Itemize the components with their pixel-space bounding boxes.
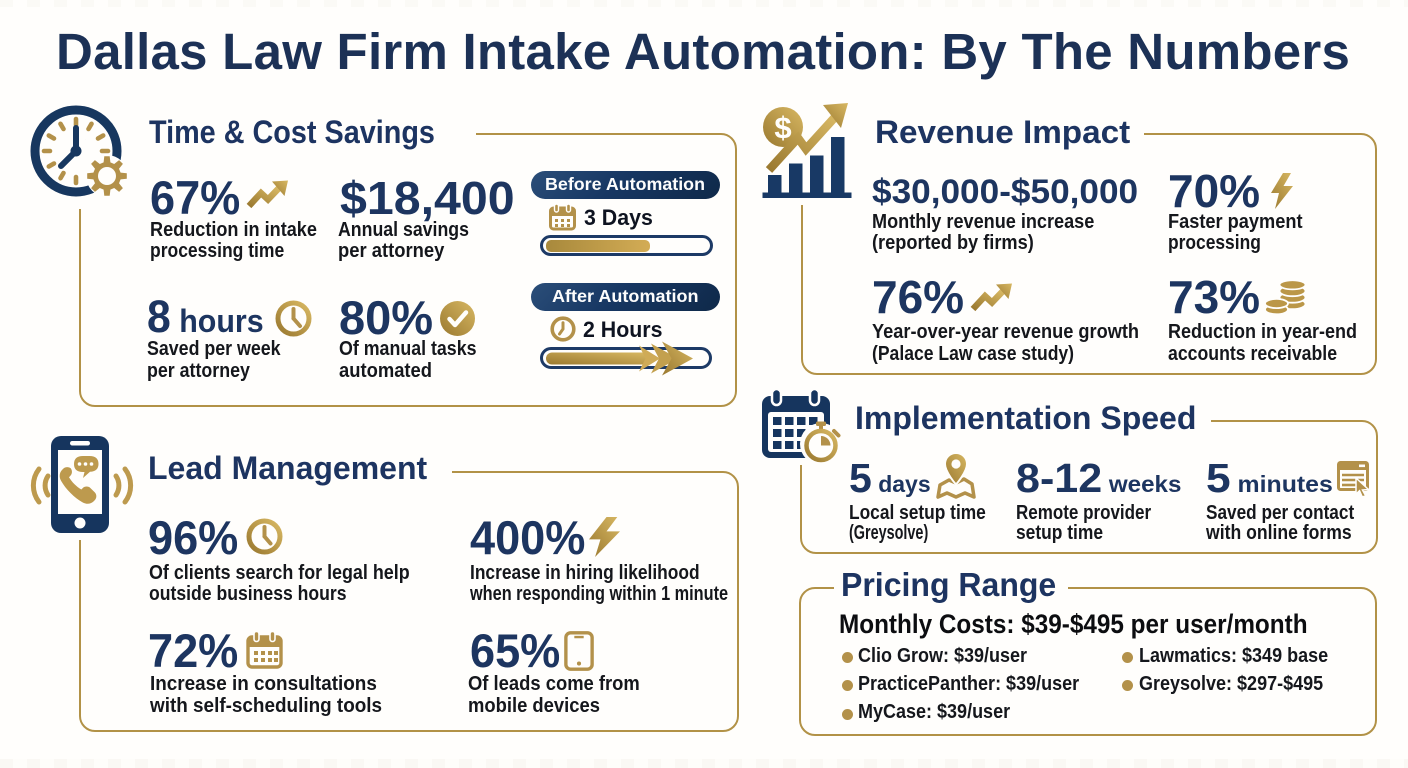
svg-text:$: $ [774, 110, 791, 145]
